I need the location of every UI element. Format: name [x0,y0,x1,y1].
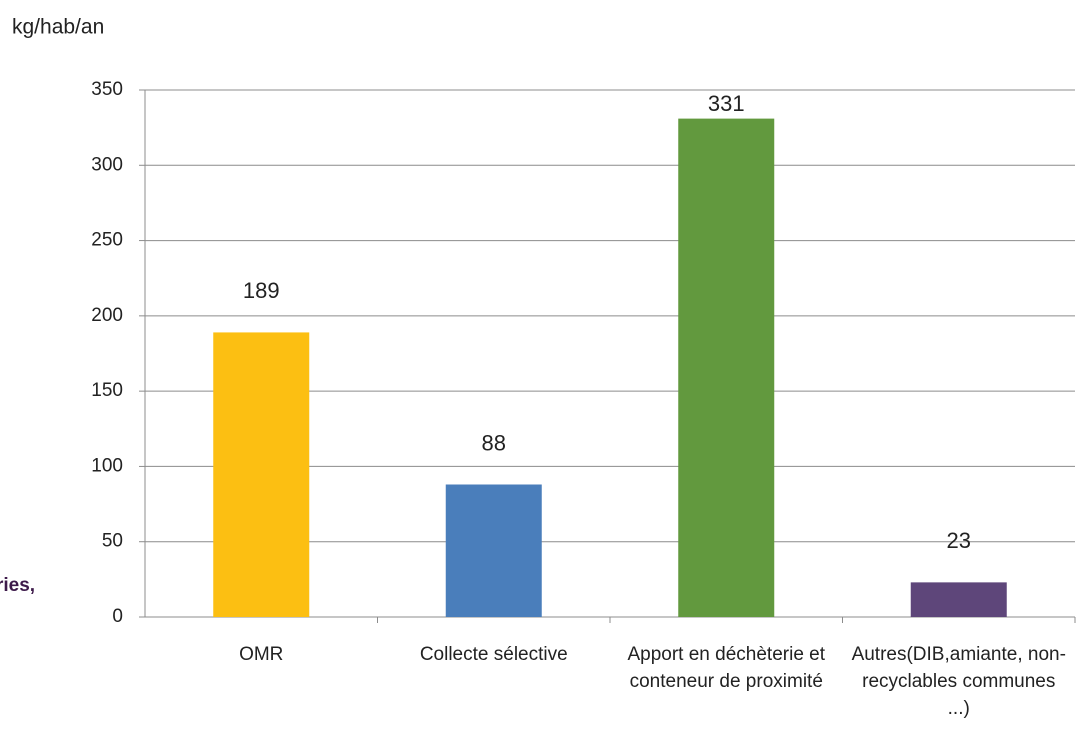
y-tick-label: 100 [91,455,123,476]
y-tick-label: 0 [112,606,123,627]
y-tick-label: 200 [91,305,123,326]
bar [678,118,775,617]
value-label: 189 [243,278,280,303]
cut-off-text: ries, [0,575,35,596]
y-tick-label: 250 [91,230,123,251]
value-label: 331 [708,91,745,116]
y-tick-label: 150 [91,380,123,401]
value-label: 88 [482,430,506,455]
bar [910,582,1007,617]
bar [445,484,542,617]
y-tick-label: 50 [102,531,123,552]
x-tick-label: Autres(DIB,amiante, non-recyclables comm… [851,644,1066,719]
value-label: 23 [947,528,971,553]
x-tick-label: OMR [239,644,284,665]
bar [213,332,310,617]
y-tick-label: 300 [91,154,123,175]
x-tick-label: Apport en déchèterie et conteneur de pro… [627,644,826,692]
x-tick-label: Collecte sélective [419,644,568,665]
y-tick-label: 350 [91,79,123,100]
y-axis-label: kg/hab/an [12,16,104,39]
